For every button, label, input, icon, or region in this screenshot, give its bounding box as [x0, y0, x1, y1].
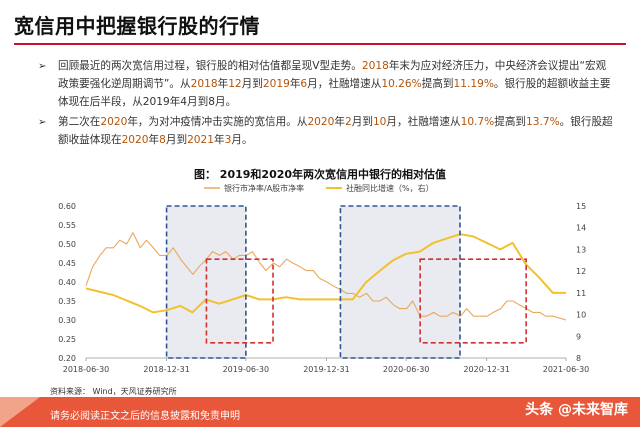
- y-right-tick-label: 14: [576, 224, 586, 233]
- highlighted-number: 10.26%: [381, 77, 422, 90]
- x-tick-label: 2018-12-31: [143, 365, 190, 374]
- arrow-bullet-icon: ➢: [38, 61, 47, 72]
- text-segment: 年末为应对经济压力，中央经济会议提出“宏观政策要强化逆周期调节”。从: [58, 60, 607, 90]
- highlighted-number: 2020: [307, 116, 335, 129]
- y-right-tick-label: 8: [576, 354, 581, 363]
- text-segment: 回顾最近的两次宽信用过程，银行股的相对估值都呈现V型走势。: [58, 60, 362, 72]
- bullet-text: 回顾最近的两次宽信用过程，银行股的相对估值都呈现V型走势。2018年末为应对经济…: [58, 60, 610, 108]
- y-right-tick-label: 12: [576, 267, 586, 276]
- highlighted-number: 3: [224, 134, 232, 147]
- text-segment: 。银行股超额收益体现在: [58, 116, 613, 147]
- bullet-text: 第二次在2020年，为对冲疫情冲击实施的宽信用。从2020年2月到10月，社融增…: [58, 116, 613, 146]
- text-segment: 年: [334, 116, 345, 129]
- text-segment: 年: [214, 134, 225, 147]
- y-left-tick-label: 0.30: [58, 316, 76, 325]
- highlighted-number: 8: [159, 134, 166, 147]
- text-segment: 年: [217, 77, 229, 90]
- page-title: 宽信用中把握银行股的行情: [14, 14, 260, 38]
- valuation-chart: 2018-06-30 2018-12-31 2019-06-30 2019-12-31…: [58, 183, 590, 374]
- text-segment: 提高到: [421, 77, 454, 90]
- x-tick-label: 2019-06-30: [223, 365, 270, 374]
- y-left-tick-label: 0.45: [58, 259, 76, 268]
- y-left-tick-label: 0.50: [58, 240, 76, 249]
- text-segment: 年，为对冲疫情冲击实施的宽信用。从: [127, 116, 308, 129]
- x-tick-label: 2021-06-30: [543, 365, 590, 374]
- x-tick-label: 2018-06-30: [63, 365, 110, 374]
- y-left-tick-label: 0.25: [58, 335, 76, 344]
- highlighted-number: 2018: [361, 60, 389, 72]
- highlighted-number: 11.19%: [453, 77, 494, 90]
- y-right-tick-label: 15: [576, 202, 586, 211]
- y-left-tick-label: 0.60: [58, 202, 76, 211]
- bullet-item-2: ➢ 第二次在2020年，为对冲疫情冲击实施的宽信用。从2020年2月到10月，社…: [38, 114, 613, 150]
- highlighted-number: 6: [300, 77, 308, 90]
- highlighted-number: 12: [228, 77, 242, 90]
- highlighted-number: 10.7%: [460, 116, 495, 129]
- footer-bar: [0, 397, 640, 427]
- highlighted-number: 2: [345, 116, 352, 129]
- highlighted-number: 2019: [262, 77, 290, 90]
- credit-expansion-box: [165, 205, 247, 359]
- y-right-tick-label: 10: [576, 311, 586, 320]
- legend-label-tsf-growth: 社融同比增速（%，右）: [346, 183, 434, 193]
- bullet-list: ➢ 回顾最近的两次宽信用过程，银行股的相对估值都呈现V型走势。2018年末为应对…: [38, 58, 613, 153]
- series-line-tsf-growth: [85, 233, 566, 314]
- series-line-bank-pb-ratio: [85, 232, 567, 321]
- text-segment: 月到: [165, 134, 188, 147]
- x-tick-label: 2020-06-30: [383, 365, 430, 374]
- text-segment: 提高到: [494, 116, 527, 129]
- highlighted-number: 2021: [187, 134, 215, 147]
- text-segment: 月到: [351, 116, 373, 129]
- source-note: 资料来源： Wind，天风证券研究所: [50, 387, 177, 396]
- x-tick-label: 2020-12-31: [463, 365, 510, 374]
- title-divider: [14, 43, 626, 45]
- y-left-tick-label: 0.35: [58, 297, 76, 306]
- highlighted-number: 2020: [100, 116, 128, 129]
- highlight-shade: [340, 206, 461, 358]
- y-right-tick-label: 9: [576, 332, 581, 341]
- legend-label-bank-pb: 银行市净率/A股市净率: [224, 183, 304, 193]
- y-left-tick-label: 0.20: [58, 354, 76, 363]
- y-right-tick-label: 11: [576, 289, 586, 298]
- highlighted-number: 2020: [121, 134, 149, 147]
- text-segment: 月。: [231, 134, 253, 147]
- footer-disclaimer: 请务必阅读正文之后的信息披露和免责申明: [50, 411, 240, 422]
- chart-caption: 图： 2019和2020年两次宽信用中银行的相对估值: [193, 168, 447, 181]
- text-segment: 年: [289, 77, 301, 90]
- text-segment: 月到: [241, 77, 263, 90]
- highlighted-number: 13.7%: [526, 116, 560, 129]
- watermark-text: 头条 @未来智库: [525, 402, 628, 418]
- bullet-item-1: ➢ 回顾最近的两次宽信用过程，银行股的相对估值都呈现V型走势。2018年末为应对…: [38, 58, 613, 111]
- text-segment: 月，社融增速从: [307, 77, 382, 90]
- text-segment: 。银行股的超额收益主要体现在后半段，从2019年4月到8月。: [58, 77, 611, 108]
- y-left-tick-label: 0.55: [58, 221, 76, 230]
- excess-return-box: [419, 258, 527, 344]
- credit-expansion-box: [339, 205, 461, 359]
- y-left-tick-label: 0.40: [58, 278, 76, 287]
- text-segment: 年: [148, 134, 160, 147]
- excess-return-box: [205, 258, 274, 344]
- highlighted-number: 2018: [190, 77, 218, 90]
- text-segment: 第二次在: [58, 116, 101, 129]
- y-right-tick-label: 13: [576, 245, 586, 254]
- arrow-bullet-icon: ➢: [38, 117, 47, 129]
- footer-chevron: [0, 397, 40, 427]
- highlighted-number: 10: [372, 116, 387, 129]
- x-tick-label: 2019-12-31: [303, 365, 350, 374]
- text-segment: 月，社融增速从: [386, 116, 461, 129]
